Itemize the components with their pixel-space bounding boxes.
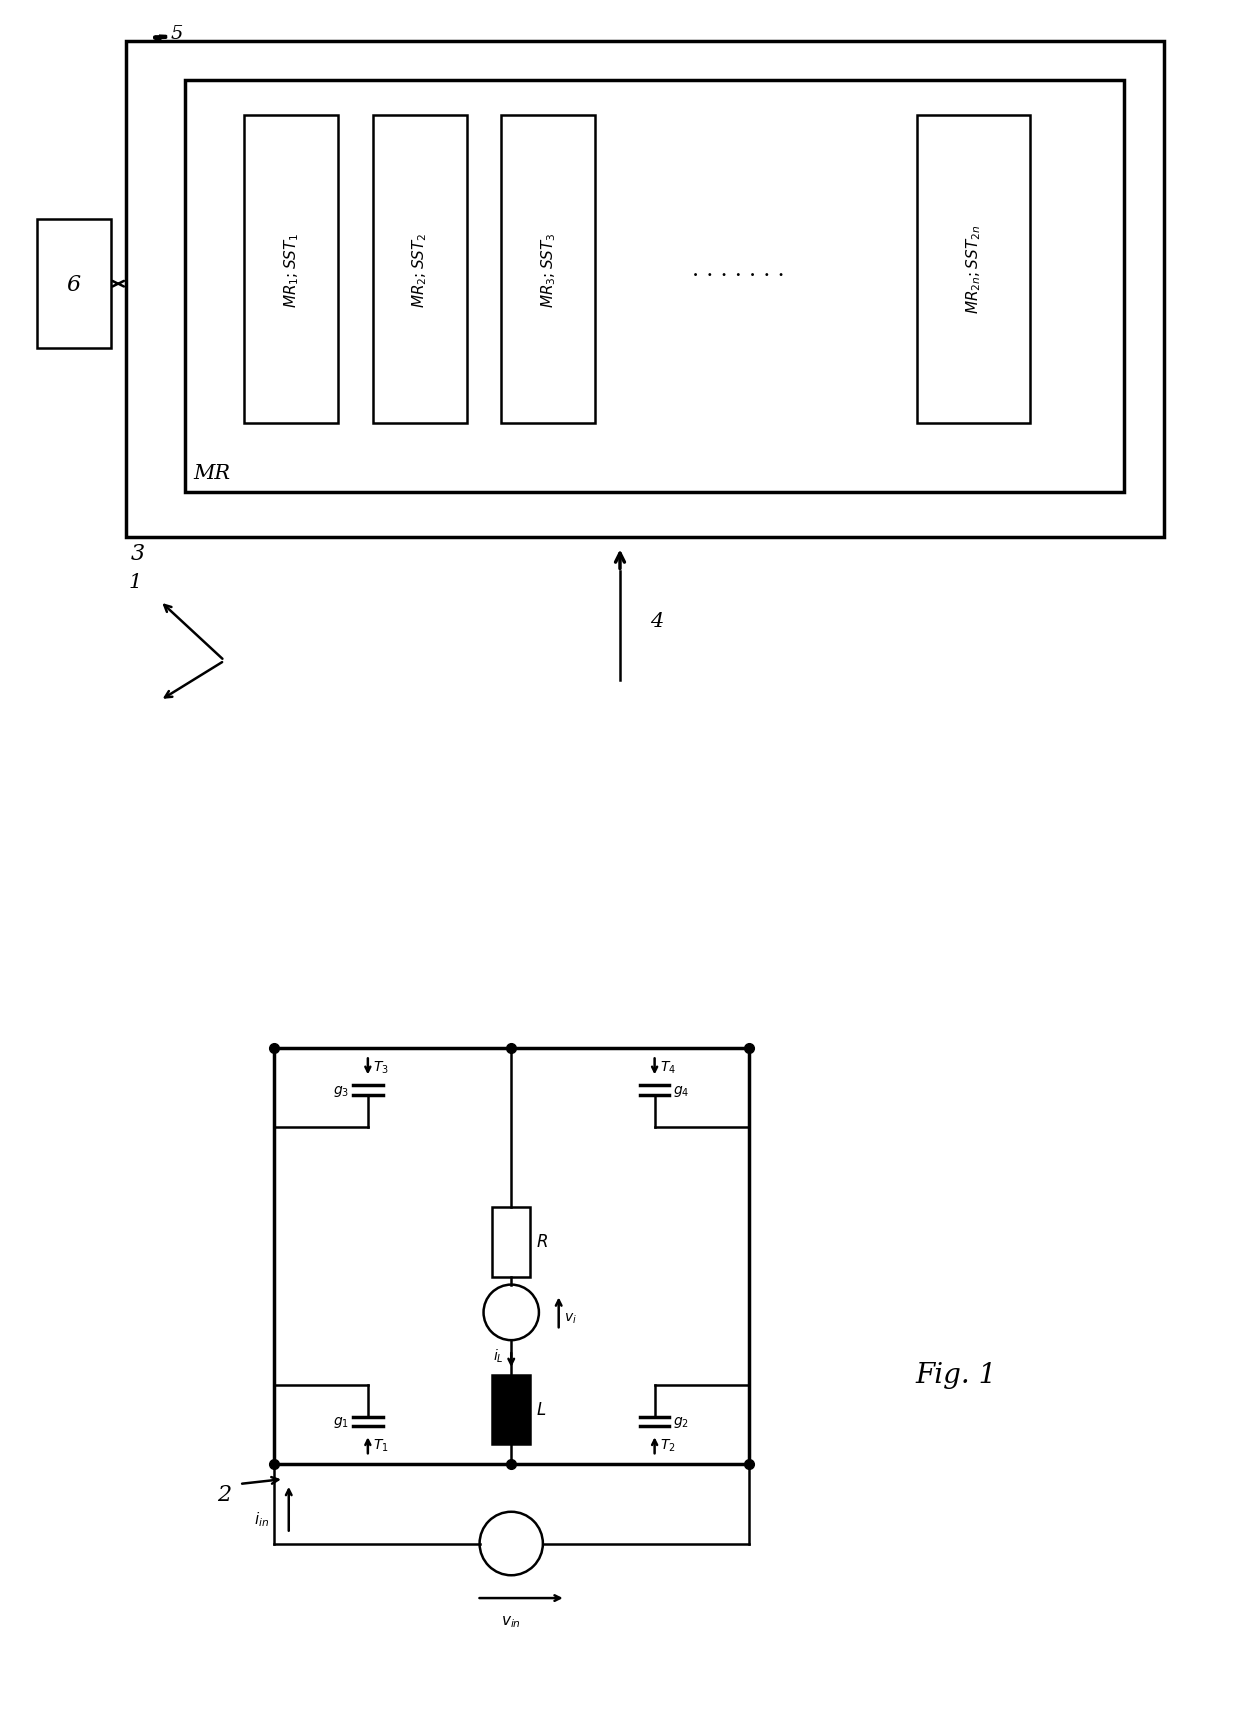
Bar [492,1208,529,1277]
Text: $MR_1; SST_1$: $MR_1; SST_1$ [281,232,300,308]
Text: 5: 5 [170,24,182,43]
Text: 2: 2 [217,1483,232,1505]
Bar [501,116,595,424]
Text: $L$: $L$ [536,1401,546,1419]
Bar [916,116,1030,424]
Text: 1: 1 [129,573,143,592]
Text: Fig. 1: Fig. 1 [915,1362,997,1389]
Bar [125,42,1164,538]
Text: $g_2$: $g_2$ [673,1413,689,1429]
Text: $MR_{2n}; SST_{2n}$: $MR_{2n}; SST_{2n}$ [965,225,983,315]
Text: $MR_2; SST_2$: $MR_2; SST_2$ [410,232,429,308]
Bar [185,81,1125,493]
Text: $T_3$: $T_3$ [373,1059,388,1076]
Text: $T_1$: $T_1$ [373,1436,388,1453]
Text: $MR_3; SST_3$: $MR_3; SST_3$ [539,232,558,308]
Bar [244,116,339,424]
Text: $i_{in}$: $i_{in}$ [254,1510,269,1528]
Text: $v_i$: $v_i$ [564,1310,577,1325]
Text: $g_3$: $g_3$ [332,1083,350,1099]
Text: MR: MR [193,464,229,483]
Text: . . . . . . .: . . . . . . . [692,260,785,280]
Text: $R$: $R$ [536,1233,548,1251]
Bar [37,220,110,349]
Bar [373,116,466,424]
Text: $i_L$: $i_L$ [492,1346,503,1363]
Text: 6: 6 [67,273,81,296]
Text: $T_4$: $T_4$ [660,1059,676,1076]
Text: $T_2$: $T_2$ [660,1436,676,1453]
Text: 4: 4 [650,612,663,631]
Bar [492,1375,529,1445]
Text: $v_{in}$: $v_{in}$ [501,1612,521,1628]
Text: $g_1$: $g_1$ [334,1413,350,1429]
Text: 3: 3 [130,541,145,564]
Text: $g_4$: $g_4$ [673,1083,689,1099]
Bar [274,1048,749,1464]
